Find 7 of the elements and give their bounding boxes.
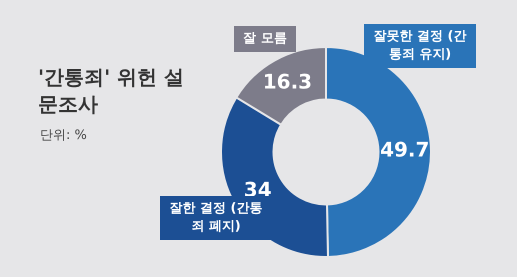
- slice-label: 잘한 결정 (간통죄 폐지): [160, 196, 272, 240]
- data-label: 16.3: [262, 70, 312, 94]
- slice-label: 잘 모름: [234, 26, 296, 52]
- data-label: 49.7: [380, 137, 430, 162]
- text: 단위: %: [40, 127, 87, 144]
- slice-label: 잘못한 결정 (간통죄 유지): [364, 24, 476, 68]
- text: '간통죄' 위헌 설문조사: [38, 64, 186, 118]
